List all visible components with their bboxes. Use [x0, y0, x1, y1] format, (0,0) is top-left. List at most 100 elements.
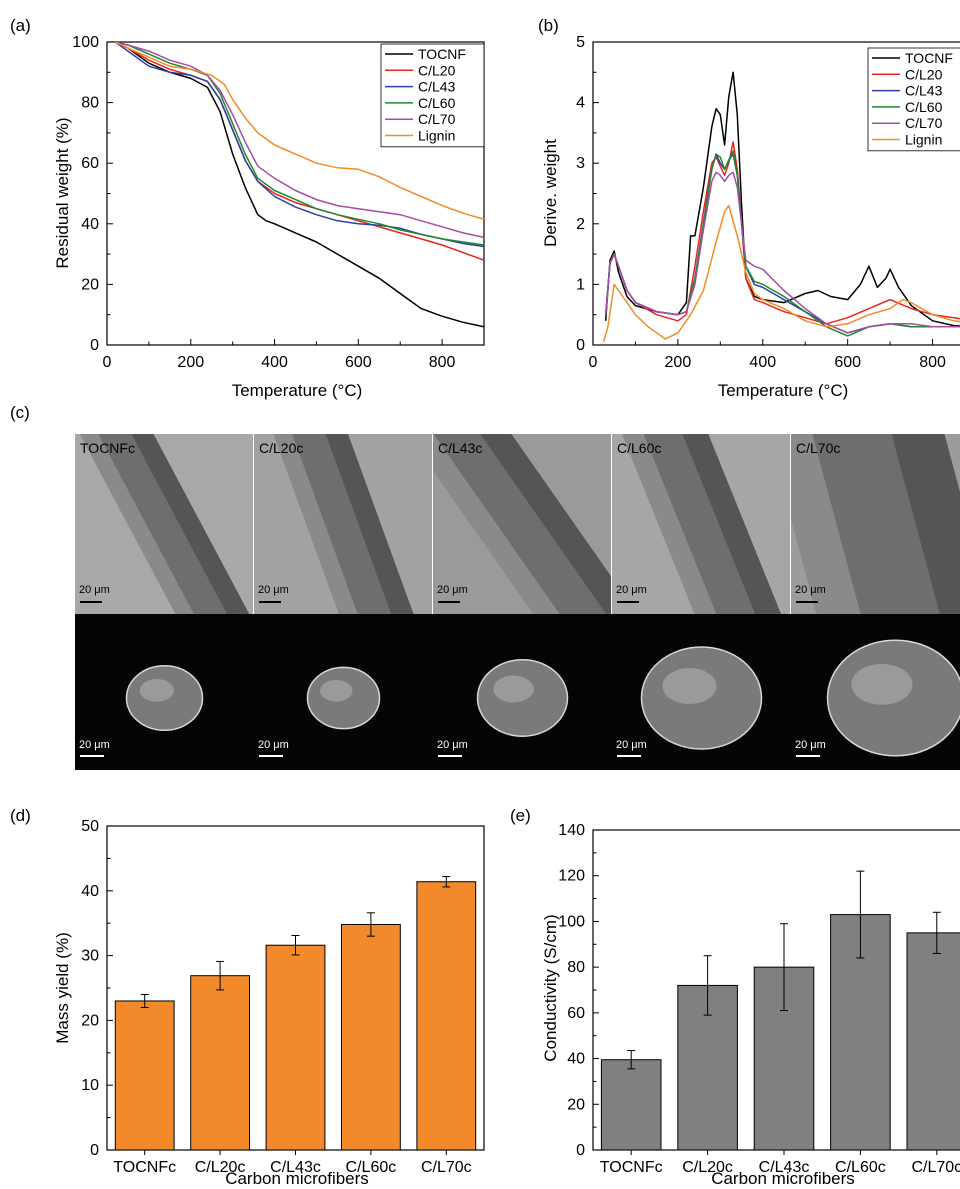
y-axis-label: Derive. weight [541, 139, 560, 247]
cross-section-highlight [320, 680, 353, 702]
x-tick-label: C/L70c [911, 1159, 960, 1176]
micrograph-fiber-tile: C/L43c 20 μm [433, 434, 611, 614]
x-tick-label: C/L43c [270, 1159, 321, 1176]
panel-label-d: (d) [10, 806, 31, 825]
x-tick-label: 800 [919, 354, 946, 371]
micrograph-sample-label: C/L60c [617, 440, 662, 456]
cross-section-highlight [662, 668, 717, 704]
x-tick-label: 200 [665, 354, 692, 371]
y-tick-label: 3 [576, 155, 585, 172]
cross-section-image [306, 666, 381, 730]
scale-bar-label: 20 μm [795, 584, 826, 596]
y-tick-label: 4 [576, 95, 585, 112]
x-tick-label: C/L20c [682, 1159, 733, 1176]
micrograph-panel: TOCNFc 20 μm 20 μm C/L20c 20 μm 20 μm C/L43c 20… [75, 434, 960, 770]
fiber-image [254, 434, 432, 614]
y-tick-label: 120 [558, 868, 585, 885]
x-tick-label: 600 [834, 354, 861, 371]
cross-section-highlight [139, 679, 174, 702]
scale-bar-label: 20 μm [79, 584, 110, 596]
series-line-tocnf [115, 42, 484, 328]
fiber-shadow [861, 434, 960, 614]
panel-label-b: (b) [538, 16, 559, 35]
micrograph-cross-section-tile: 20 μm [75, 614, 254, 770]
x-tick-label: C/L70c [421, 1159, 472, 1176]
x-tick-label: 0 [589, 354, 598, 371]
y-tick-label: 50 [81, 818, 99, 835]
y-tick-label: 2 [576, 216, 585, 233]
y-tick-label: 40 [567, 1051, 585, 1068]
y-tick-label: 100 [72, 34, 99, 51]
y-tick-label: 60 [81, 155, 99, 172]
y-tick-label: 80 [567, 959, 585, 976]
legend-entry: C/L70 [905, 115, 943, 131]
series-group [114, 42, 484, 328]
legend-entry: TOCNF [418, 46, 466, 62]
panel-label-a: (a) [10, 16, 31, 35]
fiber-highlight [254, 434, 396, 614]
fiber-image [75, 434, 253, 614]
scale-bar-label: 20 μm [437, 584, 468, 596]
micrograph-fiber-tile: TOCNFc 20 μm [75, 434, 253, 614]
micrograph-cross-section-tile: 20 μm [433, 614, 612, 770]
y-tick-label: 100 [558, 913, 585, 930]
micrograph-fiber-tile: C/L60c 20 μm [612, 434, 790, 614]
scale-bar [259, 755, 283, 757]
fiber-shadow [433, 434, 611, 614]
micrograph-cross-section-tile: 20 μm [254, 614, 433, 770]
x-tick-label: 200 [177, 354, 204, 371]
legend-entry: C/L60 [418, 95, 456, 111]
scale-bar-label: 20 μm [258, 584, 289, 596]
legend-entry: Lignin [905, 132, 942, 148]
x-axis-label: Carbon microfibers [225, 1169, 369, 1188]
legend-box [867, 47, 960, 152]
legend-entry: TOCNF [905, 50, 953, 66]
scale-bar [617, 601, 639, 603]
micrograph-fiber-tile: C/L20c 20 μm [254, 434, 432, 614]
series-line-lignin [115, 42, 484, 221]
series-group [602, 71, 960, 343]
panel-label-e: (e) [510, 806, 531, 825]
scale-bar [438, 601, 460, 603]
bar-c-l20c [190, 975, 251, 1151]
y-tick-label: 10 [81, 1077, 99, 1094]
micrograph-sample-label: C/L20c [259, 440, 304, 456]
series-line-lignin [602, 204, 960, 343]
y-tick-label: 30 [81, 948, 99, 965]
fiber-image [433, 434, 611, 614]
scale-bar [80, 601, 102, 603]
micrograph-sample-label: C/L70c [796, 440, 841, 456]
scale-bar-label: 20 μm [795, 739, 826, 751]
legend-box [380, 43, 485, 148]
bar-c-l70c [906, 932, 960, 1151]
fiber-body [75, 434, 253, 614]
series-line-c-l20 [115, 42, 484, 261]
y-tick-label: 20 [81, 276, 99, 293]
y-tick-label: 40 [81, 883, 99, 900]
legend-entry: C/L70 [418, 111, 456, 127]
y-tick-label: 60 [567, 1005, 585, 1022]
fiber-highlight [75, 434, 245, 614]
series-line-c-l60 [115, 42, 484, 246]
fiber-shadow [641, 434, 790, 614]
fiber-body [612, 434, 790, 614]
series-line-c-l70 [115, 42, 484, 239]
fiber-shadow [288, 434, 432, 614]
x-axis-label: Temperature (°C) [232, 381, 363, 400]
series-line-c-l70 [604, 171, 960, 334]
micrograph-sample-label: TOCNFc [80, 440, 135, 456]
y-axis-label: Residual weight (%) [53, 117, 72, 268]
x-tick-label: C/L60c [835, 1159, 886, 1176]
cross-section-highlight [851, 664, 913, 705]
cross-section-image [640, 646, 763, 750]
x-tick-label: 800 [429, 354, 456, 371]
y-tick-label: 0 [90, 337, 99, 354]
fiber-image [791, 434, 960, 614]
y-tick-label: 80 [81, 95, 99, 112]
x-tick-label: C/L20c [195, 1159, 246, 1176]
micrograph-cross-section-tile: 20 μm [612, 614, 791, 770]
fiber-body [433, 434, 611, 614]
cross-section-image [476, 659, 569, 737]
